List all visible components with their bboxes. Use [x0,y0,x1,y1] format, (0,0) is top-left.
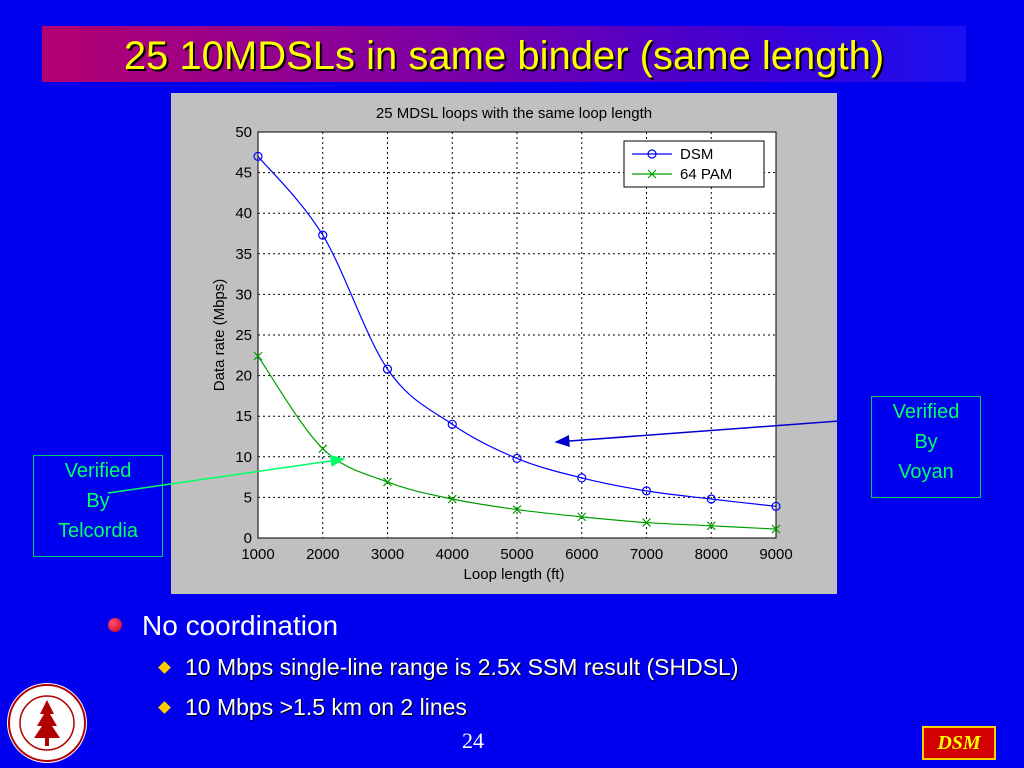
callout-line: Telcordia [57,520,139,542]
data-point-circle [706,494,716,504]
y-tick-label: 10 [235,449,252,466]
telcordia-callout: Verified By Telcordia [33,455,163,557]
data-point-circle [771,501,781,511]
bullet-main-text: No coordination [142,610,339,641]
data-point-circle [577,473,587,483]
series-line-dsm [257,155,777,507]
y-tick-label: 45 [235,165,252,182]
data-point-circle [382,364,393,374]
slide-title: 25 10MDSLs in same binder (same length) [123,34,885,78]
bullet-sub: 10 Mbps single-line range is 2.5x SSM re… [158,654,739,681]
callout-line: Verified [64,460,132,482]
callout-line: Verified [892,401,960,423]
bullet-sub: 10 Mbps >1.5 km on 2 lines [158,694,467,721]
x-tick-label: 5000 [500,546,533,563]
chart-container: 25 MDSL loops with the same loop length … [171,93,837,594]
x-axis-label: Loop length (ft) [464,566,565,583]
y-tick-label: 25 [235,327,252,344]
callout-line: Voyan [898,461,954,483]
x-tick-label: 7000 [630,546,663,563]
callout-line: By [86,490,110,512]
telcordia-arrow [107,454,346,494]
university-seal-icon [7,683,87,763]
bullet-sub-text: 10 Mbps single-line range is 2.5x SSM re… [185,654,739,680]
y-tick-label: 15 [235,408,252,425]
y-tick-label: 35 [235,246,252,263]
y-tick-label: 50 [235,124,252,141]
legend-marker-x [647,169,657,179]
callout-line: By [914,431,938,453]
plot-frame [257,131,777,539]
chart-title: 25 MDSL loops with the same loop length [376,105,652,122]
dsm-badge: DSM [922,726,996,760]
x-tick-label: 9000 [759,546,792,563]
data-point-x [512,505,522,515]
legend-label: DSM [680,146,713,163]
x-tick-label: 8000 [695,546,728,563]
x-tick-label: 3000 [371,546,404,563]
data-point-circle [253,151,263,161]
data-point-x [253,351,263,361]
y-tick-label: 5 [244,489,252,506]
data-point-circle [447,419,457,429]
y-tick-label: 0 [244,530,252,547]
diamond-bullet-icon [158,701,171,714]
diamond-bullet-icon [158,661,171,674]
bullet-sub-text: 10 Mbps >1.5 km on 2 lines [185,694,467,720]
legend-label: 64 PAM [680,166,732,183]
bullet-dot-icon [108,618,122,632]
y-tick-label: 20 [235,368,252,385]
data-point-x [706,521,716,531]
data-point-x [447,494,457,504]
bullet-main: No coordination [108,610,338,642]
voyan-arrow [554,420,840,447]
data-point-x [383,477,392,487]
page-number: 24 [462,728,484,753]
y-tick-label: 30 [235,286,252,303]
y-tick-label: 40 [235,205,252,222]
data-point-circle [318,230,328,240]
data-point-x [642,518,651,527]
y-axis-label: Data rate (Mbps) [211,279,228,392]
data-point-circle [512,453,522,464]
x-tick-label: 4000 [436,546,469,563]
x-tick-label: 1000 [241,546,274,563]
data-point-x [577,512,587,522]
line-chart: 25 MDSL loops with the same loop length … [211,105,793,583]
title-bar [42,26,966,82]
voyan-callout: Verified By Voyan [871,396,981,498]
legend-box [623,140,765,188]
data-point-circle [641,486,652,496]
legend-marker-circle [647,149,657,159]
x-tick-label: 6000 [565,546,598,563]
x-tick-label: 2000 [306,546,339,563]
data-point-x [318,444,328,454]
data-point-x [771,524,781,534]
